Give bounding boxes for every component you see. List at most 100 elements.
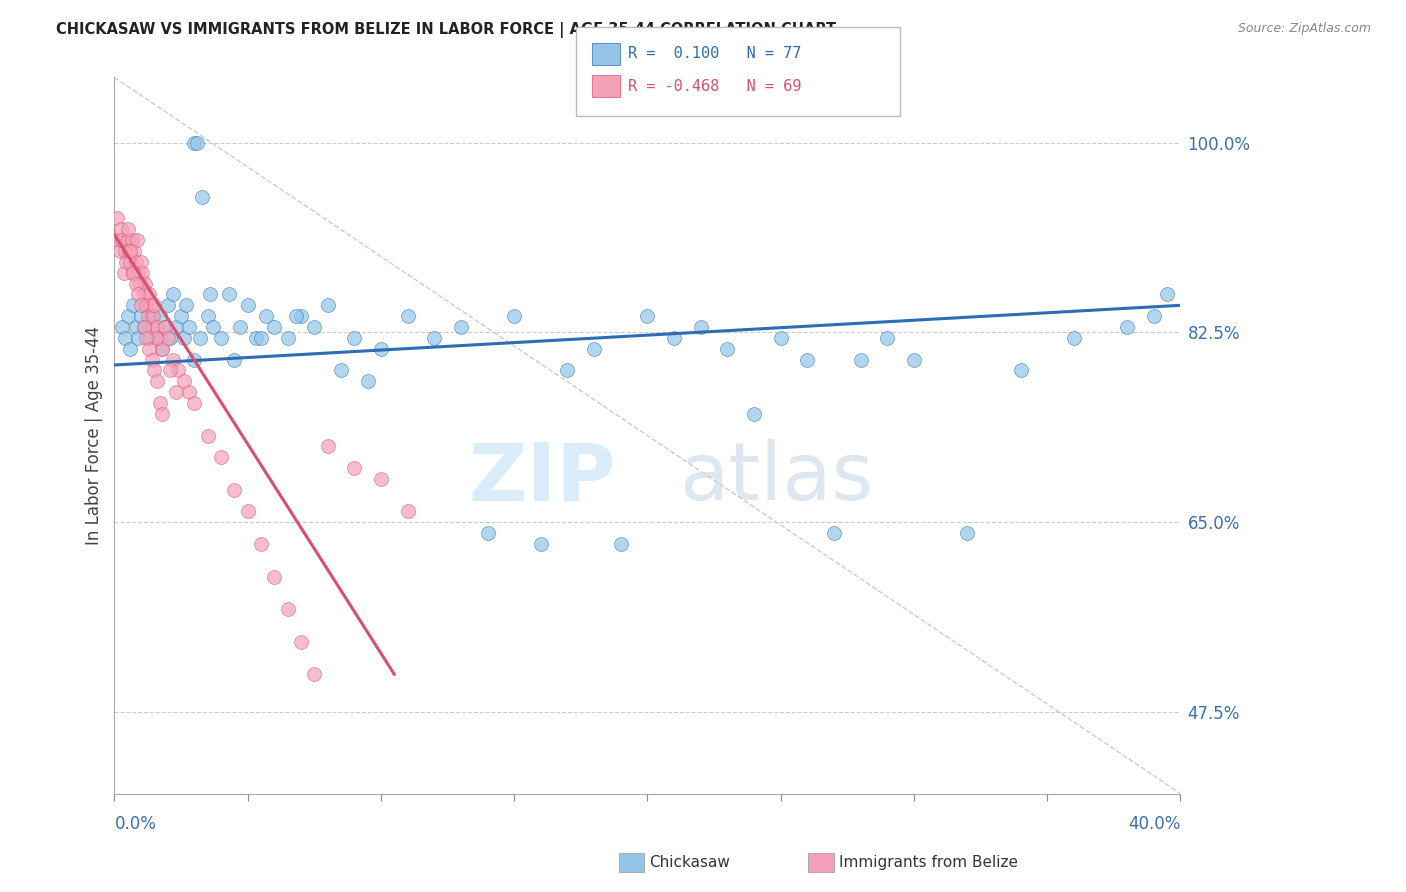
Point xyxy=(121,233,143,247)
Point xyxy=(146,320,169,334)
Point xyxy=(329,363,352,377)
Point xyxy=(1063,331,1085,345)
Point xyxy=(277,331,299,345)
Point xyxy=(176,298,198,312)
Point xyxy=(105,211,128,226)
Point xyxy=(142,309,165,323)
Point xyxy=(141,309,163,323)
Point xyxy=(290,634,312,648)
Point xyxy=(143,298,166,312)
Point xyxy=(557,363,579,377)
Point xyxy=(177,385,200,400)
Point xyxy=(156,331,179,345)
Point xyxy=(162,287,184,301)
Point xyxy=(108,244,131,258)
Text: Chickasaw: Chickasaw xyxy=(650,855,731,870)
Point xyxy=(159,331,181,345)
Point xyxy=(316,439,339,453)
Point xyxy=(250,331,273,345)
Point xyxy=(143,320,166,334)
Point xyxy=(236,504,259,518)
Point xyxy=(636,309,658,323)
Point xyxy=(173,374,195,388)
Point xyxy=(156,298,179,312)
Point xyxy=(132,320,155,334)
Text: atlas: atlas xyxy=(679,440,873,517)
Point xyxy=(177,320,200,334)
Point xyxy=(138,287,160,301)
Point xyxy=(197,428,219,442)
Point xyxy=(304,320,326,334)
Point xyxy=(149,331,172,345)
Point xyxy=(159,363,181,377)
Point xyxy=(150,342,173,356)
Point xyxy=(124,244,146,258)
Point xyxy=(290,309,312,323)
Point xyxy=(188,331,211,345)
Text: Immigrants from Belize: Immigrants from Belize xyxy=(839,855,1018,870)
Point xyxy=(122,298,145,312)
Point xyxy=(150,342,173,356)
Point xyxy=(218,287,240,301)
Point xyxy=(245,331,267,345)
Point xyxy=(224,352,246,367)
Point xyxy=(131,266,153,280)
Text: 0.0%: 0.0% xyxy=(114,815,156,833)
Point xyxy=(209,331,232,345)
Point xyxy=(141,320,163,334)
Point xyxy=(197,309,219,323)
Point xyxy=(477,526,499,541)
Point xyxy=(143,363,166,377)
Point xyxy=(111,233,134,247)
Point xyxy=(138,342,160,356)
Point xyxy=(396,309,419,323)
Point xyxy=(114,244,136,258)
Point xyxy=(136,309,159,323)
Point xyxy=(356,374,378,388)
Point xyxy=(127,266,149,280)
Point xyxy=(370,472,392,486)
Point xyxy=(224,483,246,497)
Point xyxy=(689,320,711,334)
Point xyxy=(343,461,366,475)
Point xyxy=(183,136,205,150)
Point xyxy=(146,374,169,388)
Point xyxy=(165,320,187,334)
Point xyxy=(115,255,138,269)
Point xyxy=(129,255,152,269)
Point xyxy=(284,309,307,323)
Point xyxy=(132,320,155,334)
Point xyxy=(209,450,232,465)
Point xyxy=(343,331,366,345)
Point xyxy=(742,407,765,421)
Point xyxy=(120,342,142,356)
Point xyxy=(165,385,187,400)
Point xyxy=(111,320,134,334)
Point xyxy=(202,320,225,334)
Point xyxy=(396,504,419,518)
Point xyxy=(120,255,142,269)
Point xyxy=(662,331,685,345)
Point xyxy=(1156,287,1178,301)
Point xyxy=(117,309,139,323)
Point xyxy=(370,342,392,356)
Text: R =  0.100   N = 77: R = 0.100 N = 77 xyxy=(628,46,801,62)
Point xyxy=(128,277,150,291)
Point xyxy=(125,320,148,334)
Point xyxy=(112,266,135,280)
Y-axis label: In Labor Force | Age 35-44: In Labor Force | Age 35-44 xyxy=(86,326,103,545)
Point xyxy=(146,331,169,345)
Point xyxy=(129,298,152,312)
Point xyxy=(149,309,172,323)
Point xyxy=(254,309,277,323)
Point xyxy=(236,298,259,312)
Point xyxy=(110,222,132,236)
Point xyxy=(107,233,129,247)
Point xyxy=(153,320,176,334)
Point xyxy=(153,320,176,334)
Point xyxy=(1143,309,1166,323)
Point xyxy=(503,309,526,323)
Point xyxy=(583,342,606,356)
Point xyxy=(796,352,818,367)
Point xyxy=(769,331,792,345)
